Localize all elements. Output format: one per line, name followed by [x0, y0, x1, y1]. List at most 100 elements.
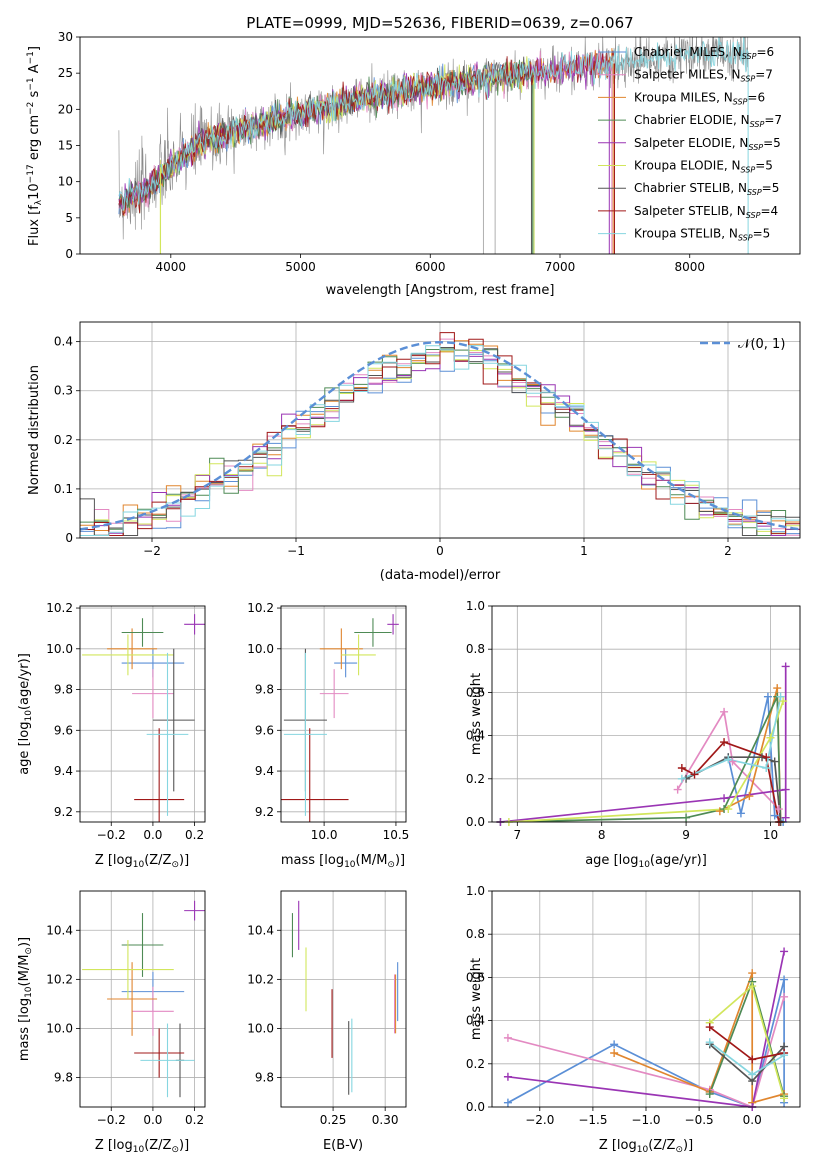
x-axis-label-part: (age/yr)] [650, 853, 707, 868]
y-axis-label-part: (age/yr)] [17, 653, 32, 710]
weight-marker-chab_miles [770, 811, 779, 820]
chart-title: PLATE=0999, MJD=52636, FIBERID=0639, z=0… [246, 14, 633, 32]
legend-gauss-label: 𝒩(0, 1) [738, 337, 785, 352]
y-axis-label-part: ⊙ [24, 947, 34, 955]
y-tick-label: 9.8 [255, 683, 274, 697]
weight-marker-salp_elod [503, 1072, 512, 1081]
residuals-frame [79, 321, 801, 539]
weight-marker-salp_miles [673, 785, 682, 794]
weight-marker-chab_miles [610, 1040, 619, 1049]
y-axis-label-part: −1 [26, 77, 36, 90]
x-tick-label: 10.5 [383, 828, 410, 842]
x-tick-label: 8 [598, 828, 606, 842]
weight-marker-salp_miles [503, 1033, 512, 1042]
x-axis-label-part: 10 [637, 1145, 649, 1155]
x-axis-label: Z [log10(Z/Z⊙)] [95, 1138, 189, 1155]
y-tick-label: 0.1 [54, 482, 73, 496]
x-tick-label: 10.0 [311, 828, 338, 842]
x-tick-label: −2.0 [525, 1113, 554, 1127]
weight-marker-salp_elod [720, 794, 729, 803]
y-tick-label: 9.4 [255, 764, 274, 778]
legend-nssp: 7 [765, 68, 773, 82]
weight_vs_age-frame [491, 605, 801, 823]
legend-label: Chabrier ELODIE [634, 113, 733, 127]
y-axis-label: Flux [fλ10−17 erg cm−2 s−1 A−1] [26, 46, 44, 246]
legend-n-prefix: , N [724, 159, 741, 173]
x-tick-label: 0 [436, 544, 444, 558]
x-axis-label-part: Z [log [95, 1138, 133, 1153]
y-tick-label: 9.4 [54, 764, 73, 778]
weight-marker-salp_miles [720, 707, 729, 716]
hist-krou_stel [80, 345, 800, 536]
mass_vs_Z-plot-area [82, 900, 205, 1098]
x-axis-label: Z [log10(Z/Z⊙)] [599, 1138, 693, 1155]
age_vs_mass-axes [277, 606, 406, 826]
legend-n-sub: SSP [741, 166, 756, 175]
x-axis-label-part: 10 [133, 860, 145, 870]
weight-marker-krou_miles [715, 807, 724, 816]
y-axis-label-part: 10 [24, 986, 34, 998]
y-axis-label-part: −2 [26, 102, 36, 115]
legend-entry: Kroupa STELIB, NSSP=5 [634, 227, 770, 243]
weight-marker-krou_miles [610, 1049, 619, 1057]
legend-eq: = [747, 90, 757, 104]
model-line-krou_stel [118, 37, 749, 211]
mass_vs_Z-axes [76, 891, 205, 1111]
gaussian-curve [80, 340, 800, 531]
legend-label: Kroupa STELIB [634, 227, 721, 241]
x-tick-label: 0.2 [185, 1113, 204, 1127]
legend-entry: Salpeter MILES, NSSP=7 [634, 68, 773, 84]
weight-marker-krou_stel [776, 692, 785, 701]
y-tick-label: 10.0 [46, 642, 73, 656]
legend-n-prefix: , N [724, 68, 741, 82]
legend-n-prefix: , N [721, 227, 738, 241]
y-tick-label: 0.6 [466, 685, 485, 699]
legend-label: Salpeter MILES [634, 68, 724, 82]
weight-marker-krou_stel [724, 755, 733, 764]
weight-marker-krou_miles [748, 969, 757, 978]
legend-n-prefix: , N [716, 90, 733, 104]
x-axis-label-part: (Z/Z [144, 1138, 171, 1153]
legend-nssp: 5 [763, 227, 771, 241]
weight-marker-krou_stel [748, 1070, 757, 1079]
spectrum-axes [76, 36, 691, 258]
y-tick-label: 0.6 [466, 970, 485, 984]
y-axis-label-part: λ [34, 199, 44, 205]
x-axis-label-part: ⊙ [171, 860, 179, 870]
x-axis-label: E(B-V) [323, 1138, 363, 1153]
weight-marker-chab_stel [770, 757, 779, 766]
x-axis-label: age [log10(age/yr)] [585, 853, 707, 870]
model-line-salp_stel [118, 50, 615, 216]
weight_vs_age-plot-area [500, 666, 787, 822]
legend-eq: = [756, 45, 766, 59]
y-tick-label: 10.2 [247, 601, 274, 615]
y-tick-label: 10.2 [46, 601, 73, 615]
x-tick-label: 7 [513, 828, 521, 842]
y-axis-label-part: ] [27, 46, 42, 51]
legend-label: Chabrier STELIB [634, 181, 730, 195]
legend-eq: = [763, 136, 773, 150]
y-axis-label: mass [log10(M/M⊙)] [17, 937, 34, 1061]
x-axis-label-part: (M/M [356, 853, 388, 868]
legend-label: Chabrier MILES [634, 45, 725, 59]
legend-n-sub: SSP [741, 75, 756, 84]
weight-marker-krou_elod [766, 733, 775, 742]
x-tick-label: 8000 [674, 260, 705, 274]
weight-marker-salp_elod [781, 785, 790, 794]
weight-marker-salp_stel [762, 753, 771, 762]
legend-n-prefix: , N [732, 136, 749, 150]
y-tick-label: 9.8 [54, 1071, 73, 1085]
y-tick-label: 10.2 [46, 972, 73, 986]
y-tick-label: 1.0 [466, 884, 485, 898]
x-tick-label: 6000 [415, 260, 446, 274]
y-tick-label: 25 [58, 66, 73, 80]
y-axis-label-part: )] [17, 937, 32, 947]
x-axis-label-part: Z [log [95, 853, 133, 868]
legend-n-sub: SSP [748, 143, 763, 152]
age_vs_Z-axes [76, 606, 205, 826]
legend-label: Salpeter STELIB [634, 204, 729, 218]
y-tick-label: 0.4 [466, 1014, 485, 1028]
legend-eq: = [755, 68, 765, 82]
y-tick-label: 9.8 [54, 683, 73, 697]
x-axis-label-part: (Z/Z [648, 1138, 675, 1153]
